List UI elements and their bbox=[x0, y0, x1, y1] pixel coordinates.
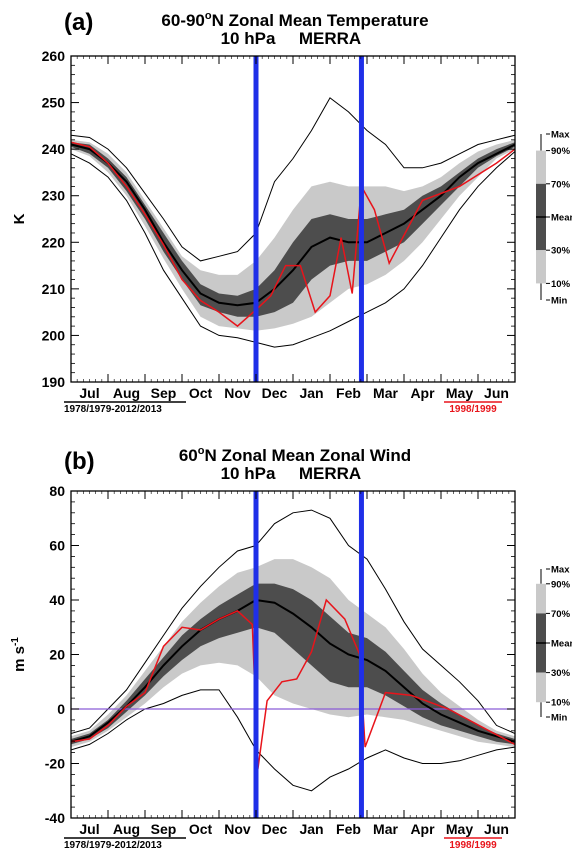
y-tick-label: 20 bbox=[49, 647, 65, 663]
y-tick-label: 0 bbox=[57, 701, 65, 717]
chart-title: 60oN Zonal Mean Zonal Wind bbox=[179, 445, 411, 465]
plot-area bbox=[71, 56, 515, 382]
y-tick-label: 230 bbox=[42, 188, 66, 204]
legend-band-light-bottom bbox=[536, 250, 546, 284]
legend-label-max: Max bbox=[551, 130, 570, 141]
year-line bbox=[71, 598, 515, 770]
month-label: Nov bbox=[224, 821, 251, 837]
y-tick-label: 210 bbox=[42, 281, 66, 297]
band-30-70 bbox=[71, 142, 515, 317]
legend: Max 90% 70% Mean 30% 10% Min bbox=[536, 130, 572, 307]
y-axis-label: K bbox=[11, 213, 28, 224]
month-label: Jul bbox=[79, 385, 99, 401]
legend: Max 90% 70% Mean 30% 10% Min bbox=[536, 565, 572, 724]
min-line bbox=[71, 151, 515, 348]
legend-label-p70: 70% bbox=[551, 179, 571, 190]
year-line bbox=[71, 141, 515, 328]
legend-label-mean: Mean bbox=[551, 639, 572, 650]
y-tick-label: -20 bbox=[45, 756, 65, 772]
month-label: Aug bbox=[113, 385, 140, 401]
y-tick-label: 80 bbox=[49, 483, 65, 499]
legend-label-mean: Mean bbox=[551, 213, 572, 224]
legend-label-min: Min bbox=[551, 296, 568, 307]
climatology-period: 1978/1979-2012/2013 bbox=[64, 404, 162, 415]
y-tick-label: 200 bbox=[42, 327, 66, 343]
chart-subtitle-source: MERRA bbox=[299, 464, 361, 483]
highlight-year: 1998/1999 bbox=[449, 404, 497, 415]
month-label: Aug bbox=[113, 821, 140, 837]
climatology-period: 1978/1979-2012/2013 bbox=[64, 840, 162, 851]
chart-subtitle-source: MERRA bbox=[299, 29, 361, 48]
legend-band-light-bottom bbox=[536, 672, 546, 703]
max-line bbox=[71, 509, 515, 734]
legend-label-p70: 70% bbox=[551, 609, 571, 620]
plot-area bbox=[71, 491, 515, 818]
legend-label-p10: 10% bbox=[551, 279, 571, 290]
y-tick-label: 240 bbox=[42, 141, 66, 157]
panel-label: (b) bbox=[64, 448, 95, 475]
legend-label-p10: 10% bbox=[551, 698, 571, 709]
y-tick-label: 220 bbox=[42, 234, 66, 250]
month-label: Apr bbox=[410, 385, 435, 401]
month-label: Sep bbox=[151, 821, 177, 837]
month-label: Dec bbox=[262, 385, 288, 401]
chart-subtitle-level: 10 hPa bbox=[221, 464, 276, 483]
legend-band-light-top bbox=[536, 150, 546, 184]
panel-label: (a) bbox=[64, 9, 93, 36]
y-tick-label: -40 bbox=[45, 810, 65, 826]
month-label: Jul bbox=[79, 821, 99, 837]
month-label: May bbox=[446, 385, 473, 401]
highlight-year: 1998/1999 bbox=[449, 840, 497, 851]
month-label: Dec bbox=[262, 821, 288, 837]
y-tick-label: 40 bbox=[49, 592, 65, 608]
month-label: Nov bbox=[224, 385, 251, 401]
max-line bbox=[71, 97, 515, 262]
legend-band-light-top bbox=[536, 583, 546, 614]
chart-subtitle-level: 10 hPa bbox=[221, 29, 276, 48]
band-30-70 bbox=[71, 583, 515, 745]
month-label: Oct bbox=[189, 385, 213, 401]
y-tick-label: 250 bbox=[42, 95, 66, 111]
month-label: May bbox=[446, 821, 473, 837]
mean-line bbox=[71, 143, 515, 307]
month-label: Jun bbox=[484, 385, 509, 401]
mean-line bbox=[71, 598, 515, 743]
legend-label-min: Min bbox=[551, 713, 568, 724]
chart-title: 60-90oN Zonal Mean Temperature bbox=[161, 10, 428, 30]
y-axis-label: m s-1 bbox=[10, 637, 28, 672]
month-label: Jan bbox=[299, 385, 323, 401]
legend-label-p30: 30% bbox=[551, 668, 571, 679]
month-label: Feb bbox=[336, 385, 361, 401]
y-tick-label: 60 bbox=[49, 538, 65, 554]
y-tick-label: 260 bbox=[42, 48, 66, 64]
legend-label-p90: 90% bbox=[551, 579, 571, 590]
month-label: Mar bbox=[373, 385, 398, 401]
month-label: Sep bbox=[151, 385, 177, 401]
month-label: Oct bbox=[189, 821, 213, 837]
band-10-90 bbox=[71, 139, 515, 331]
legend-label-p30: 30% bbox=[551, 246, 571, 257]
month-label: Jun bbox=[484, 821, 509, 837]
legend-label-max: Max bbox=[551, 565, 570, 576]
y-tick-label: 190 bbox=[42, 374, 66, 390]
legend-label-p90: 90% bbox=[551, 146, 571, 157]
month-label: Feb bbox=[336, 821, 361, 837]
month-label: Apr bbox=[410, 821, 435, 837]
month-label: Mar bbox=[373, 821, 398, 837]
month-label: Jan bbox=[299, 821, 323, 837]
